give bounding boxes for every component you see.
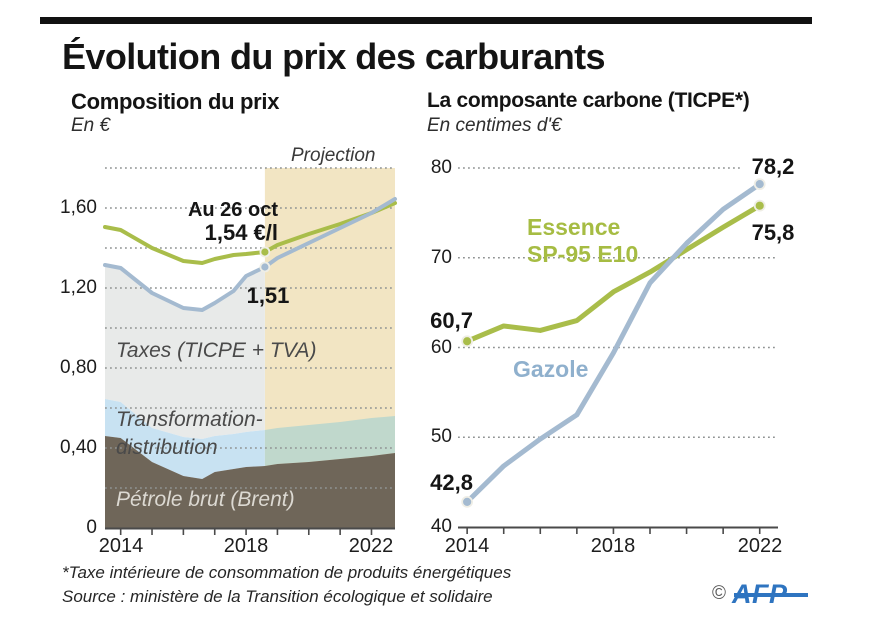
- gazole-end-value: 78,2: [751, 154, 795, 179]
- transformation-area: [105, 399, 265, 479]
- left-chart-title: Composition du prix: [71, 89, 280, 114]
- footnote-ticpe: *Taxe intérieure de consommation de prod…: [62, 563, 512, 582]
- page-title: Évolution du prix des carburants: [62, 36, 606, 77]
- left-x-tick: 2014: [98, 535, 144, 557]
- right-x-tick: 2014: [444, 535, 490, 557]
- source-line: Source : ministère de la Transition écol…: [62, 587, 493, 606]
- right-chart-unit: En centimes d'€: [427, 115, 562, 136]
- left-chart-unit: En €: [71, 115, 111, 136]
- right-y-tick: 50: [430, 426, 452, 447]
- essence-start-value: 60,7: [430, 308, 473, 333]
- gazole-ticpe-line: [464, 181, 763, 505]
- gazole-start-value: 42,8: [430, 470, 473, 495]
- essence-price-line: [103, 201, 397, 265]
- essence-end-dot: [753, 199, 766, 212]
- essence-series-label: Essence SP-95 E10: [527, 214, 638, 268]
- gazole-marker-dot: [259, 261, 271, 273]
- annotation-gazole-price: 1,51: [246, 283, 290, 308]
- copyright-symbol: ©: [712, 583, 726, 604]
- projection-label: Projection: [291, 145, 376, 166]
- essence-start-dot: [461, 335, 474, 348]
- left-y-tick: 0: [86, 517, 97, 538]
- left-x-tick: 2022: [348, 535, 394, 557]
- brent-area: [105, 436, 395, 528]
- gazole-price-line: [103, 197, 397, 312]
- gazole-start-dot: [461, 495, 474, 508]
- right-x-tick: 2022: [737, 535, 783, 557]
- essence-marker-dot: [259, 246, 271, 258]
- afp-logo: © AFP: [712, 579, 808, 609]
- gazole-end-dot: [753, 178, 766, 191]
- transformation-area-label: Transformation- distribution: [116, 406, 263, 462]
- transformation-area-projection: [264, 416, 395, 466]
- right-chart-title: La composante carbone (TICPE*): [427, 89, 750, 112]
- essence-series-label-line1: Essence: [527, 214, 621, 240]
- taxes-area-label: Taxes (TICPE + TVA): [116, 339, 317, 362]
- essence-end-value: 75,8: [751, 220, 795, 245]
- left-y-tick: 0,80: [60, 357, 97, 378]
- left-y-tick: 0,40: [60, 437, 97, 458]
- right-y-tick: 70: [430, 247, 452, 268]
- right-x-tick: 2018: [590, 535, 636, 557]
- transformation-area-label-line1: Transformation-: [116, 408, 263, 431]
- right-y-tick: 80: [430, 157, 452, 178]
- gazole-series-label: Gazole: [513, 356, 589, 382]
- right-y-tick: 40: [430, 516, 452, 537]
- annotation-date: Au 26 oct: [187, 199, 278, 221]
- brent-area-label: Pétrole brut (Brent): [116, 488, 295, 511]
- transformation-area-label-line2: distribution: [116, 436, 218, 459]
- top-bar: [40, 17, 812, 24]
- left-y-tick: 1,60: [60, 197, 97, 218]
- right-y-tick: 60: [430, 337, 452, 358]
- essence-ticpe-line: [464, 203, 763, 344]
- afp-logo-bar: [734, 593, 808, 597]
- taxes-area: [105, 265, 265, 439]
- left-x-tick: 2018: [223, 535, 269, 557]
- left-y-tick: 1,20: [60, 277, 97, 298]
- annotation-essence-price: 1,54 €/l: [204, 220, 278, 245]
- afp-logo-text: AFP: [732, 579, 788, 609]
- essence-series-label-line2: SP-95 E10: [527, 241, 639, 267]
